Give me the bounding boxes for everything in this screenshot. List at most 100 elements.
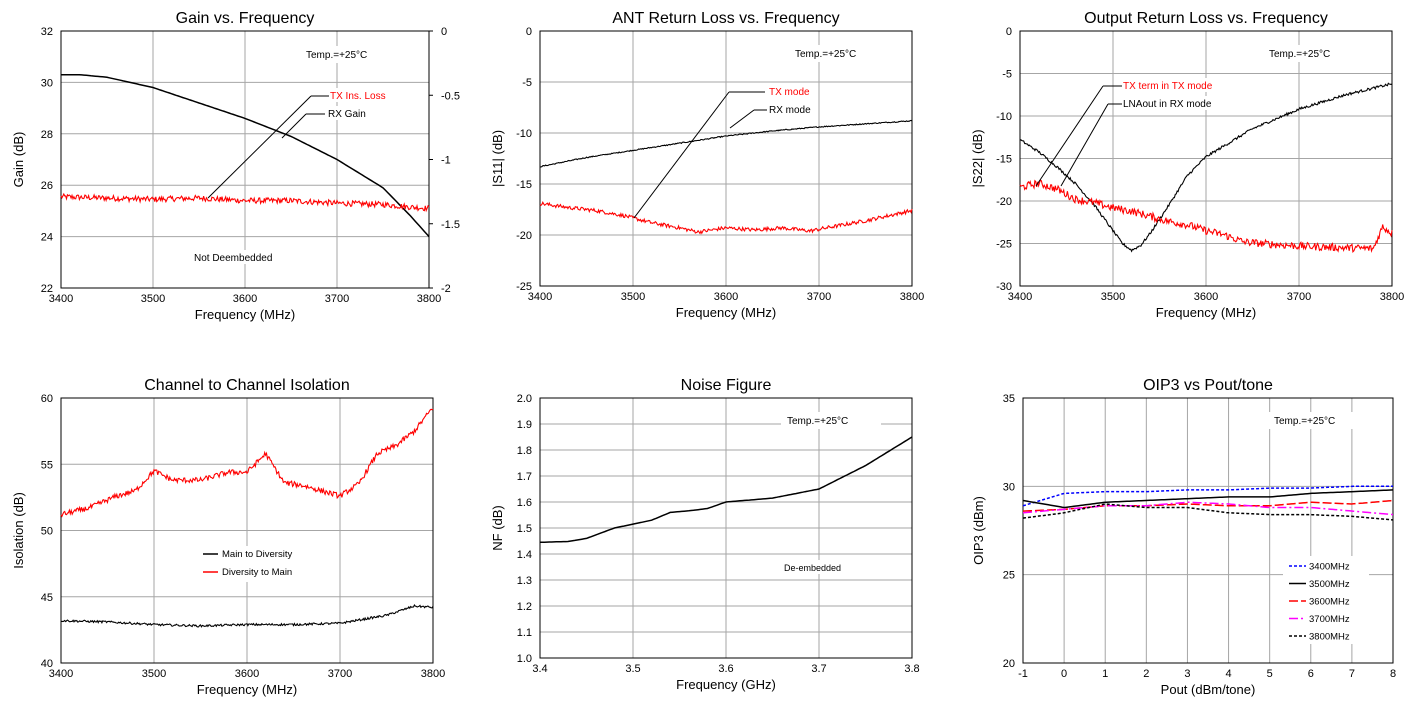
y-tick-label: -15 bbox=[996, 154, 1012, 166]
legend-3400mhz: 3400MHz bbox=[1309, 562, 1350, 573]
y-tick-label: 1.7 bbox=[517, 471, 532, 483]
note-bg bbox=[190, 250, 285, 264]
s11-chart: 3400 3500 3600 3700 3800 -25 -20 -15 -10 -5 0 ANT R… bbox=[474, 0, 948, 345]
x-tick-label: 3.8 bbox=[904, 663, 919, 675]
x-axis-label: Pout (dBm/tone) bbox=[1161, 682, 1256, 697]
note-bg bbox=[782, 560, 852, 574]
y-tick-label: 32 bbox=[41, 26, 53, 38]
tx-label-bg bbox=[329, 88, 387, 102]
tx-term-in-tx-mode-series-line bbox=[1019, 179, 1393, 254]
y-tick-label: 1.6 bbox=[517, 497, 532, 509]
y-tick-label: 28 bbox=[41, 129, 53, 141]
y-tick-label: -25 bbox=[516, 281, 532, 293]
s22-chart-svg: 3400 3500 3600 3700 3800 -30 -25 -20 -15 -10 -5 0 Ou… bbox=[970, 10, 1404, 320]
plot-frame bbox=[539, 30, 913, 287]
oip3-chart-svg: -1 0 1 2 3 4 5 6 7 8 20 25 30 35 OIP3 vs Pout/tone Pout… bbox=[971, 377, 1396, 697]
x-tick-label: 3700 bbox=[328, 668, 352, 680]
y-tick-label: -30 bbox=[996, 281, 1012, 293]
y-tick-label: 26 bbox=[41, 180, 53, 192]
x-tick-label: 3 bbox=[1184, 668, 1190, 680]
temp-label: Temp.=+25°C bbox=[1269, 49, 1330, 60]
temp-label: Temp.=+25°C bbox=[306, 50, 367, 61]
main-to-diversity-series-line bbox=[60, 603, 434, 628]
x-tick-label: 3500 bbox=[141, 293, 165, 305]
y2-tick-label: -1 bbox=[441, 155, 451, 167]
tx-label-bg bbox=[765, 84, 815, 98]
grid bbox=[539, 397, 913, 659]
chart-title: Gain vs. Frequency bbox=[176, 10, 315, 27]
y-tick-label: 0 bbox=[1006, 26, 1012, 38]
s22-chart: 3400 3500 3600 3700 3800 -30 -25 -20 -15 -10 -5 0 Ou… bbox=[948, 0, 1422, 345]
legend-3700mhz: 3700MHz bbox=[1309, 614, 1350, 625]
x-tick-label: 3600 bbox=[235, 668, 259, 680]
plot-frame bbox=[60, 397, 434, 664]
y-tick-label: 60 bbox=[41, 393, 53, 405]
x-tick-label: 3500 bbox=[1101, 291, 1125, 303]
y-axis-label: Gain (dB) bbox=[11, 132, 26, 188]
y-tick-label: -25 bbox=[996, 239, 1012, 251]
x-tick-label: 3800 bbox=[900, 291, 924, 303]
x-tick-label: 8 bbox=[1390, 668, 1396, 680]
rx-gain-label: RX Gain bbox=[328, 109, 366, 120]
y-tick-label: -5 bbox=[1002, 69, 1012, 81]
chart-title: Output Return Loss vs. Frequency bbox=[1084, 10, 1328, 27]
y-tick-label: 1.8 bbox=[517, 445, 532, 457]
x-axis-label: Frequency (MHz) bbox=[195, 307, 295, 322]
y-tick-label: 1.0 bbox=[517, 653, 532, 665]
y-axis-label: |S22| (dB) bbox=[970, 129, 985, 187]
temp-label-bg bbox=[1263, 45, 1363, 62]
gain-chart-svg: 3400 3500 3600 3700 3800 22 24 26 28 30 32 -2 -1.5 -1… bbox=[11, 10, 460, 322]
tx-leader-line bbox=[207, 95, 312, 199]
y2-tick-label: 0 bbox=[441, 26, 447, 38]
rx-mode-series-line bbox=[539, 119, 913, 168]
rx-leader-line bbox=[281, 113, 307, 139]
legend-diversity-to-main: Diversity to Main bbox=[222, 567, 292, 578]
y-tick-label: 55 bbox=[41, 459, 53, 471]
x-tick-label: 7 bbox=[1349, 668, 1355, 680]
tx-mode-series-line bbox=[539, 201, 913, 235]
plot-frame bbox=[1022, 397, 1394, 664]
legend-box bbox=[1283, 556, 1369, 644]
rx-leader-line bbox=[729, 109, 755, 129]
temp-label-bg bbox=[789, 45, 889, 62]
y-tick-label: 1.2 bbox=[517, 601, 532, 613]
y-tick-label: 22 bbox=[41, 283, 53, 295]
x-tick-label: 5 bbox=[1267, 668, 1273, 680]
x-tick-label: 3800 bbox=[417, 293, 441, 305]
legend-box bbox=[196, 546, 314, 582]
chart-title: Channel to Channel Isolation bbox=[144, 377, 349, 394]
lnaout-in-rx-mode-series-line bbox=[1019, 82, 1393, 253]
legend-main-to-diversity: Main to Diversity bbox=[222, 549, 292, 560]
y-tick-label: 30 bbox=[41, 77, 53, 89]
y-tick-label: -20 bbox=[996, 196, 1012, 208]
x-tick-label: 3800 bbox=[421, 668, 445, 680]
x-tick-label: 3600 bbox=[714, 291, 738, 303]
tx-ins-loss-series-line bbox=[60, 192, 430, 213]
x-tick-label: 1 bbox=[1102, 668, 1108, 680]
legend-3500mhz: 3500MHz bbox=[1309, 579, 1350, 590]
rx-label-bg bbox=[767, 102, 817, 116]
tx-term-label: TX term in TX mode bbox=[1123, 81, 1213, 92]
x-tick-label: -1 bbox=[1018, 668, 1028, 680]
plot-frame bbox=[539, 397, 913, 659]
de-embedded-note: De-embedded bbox=[784, 563, 841, 573]
rx-leader-line bbox=[1060, 103, 1109, 187]
x-tick-label: 3.5 bbox=[625, 663, 640, 675]
tx-label-bg bbox=[1122, 78, 1220, 92]
x-tick-label: 3400 bbox=[528, 291, 552, 303]
tx-mode-label: TX mode bbox=[769, 87, 810, 98]
x-axis-label: Frequency (GHz) bbox=[676, 677, 776, 692]
y-tick-label: 50 bbox=[41, 526, 53, 538]
3500mhz-series-line bbox=[1022, 489, 1394, 509]
legend-3800mhz: 3800MHz bbox=[1309, 632, 1350, 643]
x-tick-label: 3.7 bbox=[811, 663, 826, 675]
gain-chart: 3400 3500 3600 3700 3800 22 24 26 28 30 32 -2 -1.5 -1… bbox=[0, 0, 474, 345]
y-tick-label: 1.5 bbox=[517, 523, 532, 535]
x-tick-label: 3400 bbox=[49, 668, 73, 680]
x-tick-label: 3600 bbox=[233, 293, 257, 305]
nf-series-line bbox=[539, 436, 913, 544]
x-tick-label: 6 bbox=[1308, 668, 1314, 680]
rx-label-bg bbox=[325, 106, 373, 120]
temp-label-bg bbox=[781, 412, 881, 429]
not-deembedded-note: Not Deembedded bbox=[194, 253, 272, 264]
